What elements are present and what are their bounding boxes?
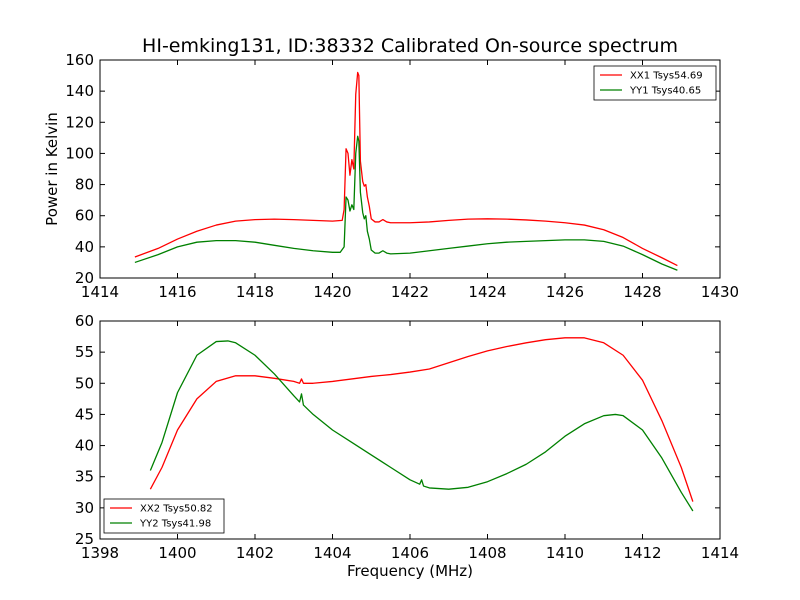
y-axis-label: Power in Kelvin <box>43 112 61 226</box>
y-tick-label: 30 <box>75 499 94 517</box>
y-tick-label: 25 <box>75 530 94 548</box>
top-axes: 1414 1416 1418 1420 1422 1424 1426 1428 1430 20 40… <box>43 51 739 301</box>
x-tick-label: 1398 <box>81 544 119 562</box>
legend-box <box>103 498 225 534</box>
x-tick-label: 1430 <box>701 283 739 301</box>
bottom-axes: 1398 1400 1402 1404 1406 1408 1410 1412 1414 25 30… <box>75 312 739 580</box>
legend-label: YY2 Tsys41.98 <box>139 519 211 530</box>
y-tick-label: 140 <box>65 82 94 100</box>
series-line-2 <box>149 340 694 512</box>
y-tick-label: 45 <box>75 405 94 423</box>
x-tick-label: 1412 <box>623 544 661 562</box>
y-tick-label: 35 <box>75 468 94 486</box>
y-tick-label: 120 <box>65 113 94 131</box>
y-tick-label: 20 <box>75 269 94 287</box>
x-tick-label: 1402 <box>236 544 274 562</box>
legend-label: YY1 Tsys40.65 <box>629 86 701 97</box>
y-tick-label: 100 <box>65 144 94 162</box>
y-tick-label: 40 <box>75 437 94 455</box>
x-tick-label: 1414 <box>81 283 119 301</box>
series-line-1 <box>149 337 694 502</box>
x-tick-label: 1408 <box>468 544 506 562</box>
chart-title: HI-emking131, ID:38332 Calibrated On-sou… <box>142 35 678 57</box>
x-tick-label: 1416 <box>158 283 196 301</box>
y-tick-label: 40 <box>75 238 94 256</box>
x-tick-label: 1400 <box>158 544 196 562</box>
x-tick-label: 1424 <box>468 283 506 301</box>
series-line-2 <box>134 135 678 271</box>
y-tick-label: 60 <box>75 312 94 330</box>
y-tick-label: 80 <box>75 176 94 194</box>
legend-box <box>593 65 717 101</box>
y-tick-label: 160 <box>65 51 94 69</box>
x-tick-label: 1420 <box>313 283 351 301</box>
y-tick-label: 55 <box>75 343 94 361</box>
x-tick-label: 1414 <box>701 544 739 562</box>
y-tick-label: 60 <box>75 207 94 225</box>
x-tick-label: 1406 <box>391 544 429 562</box>
series-line-1 <box>134 71 678 267</box>
legend-label: XX1 Tsys54.69 <box>630 71 703 82</box>
x-tick-label: 1422 <box>391 283 429 301</box>
x-tick-label: 1428 <box>623 283 661 301</box>
legend-label: XX2 Tsys50.82 <box>140 504 213 515</box>
x-tick-label: 1410 <box>546 544 584 562</box>
legend: XX1 Tsys54.69 YY1 Tsys40.65 <box>593 65 717 101</box>
x-axis-label: Frequency (MHz) <box>347 562 473 580</box>
x-tick-label: 1404 <box>313 544 351 562</box>
x-tick-label: 1418 <box>236 283 274 301</box>
legend: XX2 Tsys50.82 YY2 Tsys41.98 <box>103 498 225 534</box>
x-tick-label: 1426 <box>546 283 584 301</box>
y-tick-label: 50 <box>75 374 94 392</box>
